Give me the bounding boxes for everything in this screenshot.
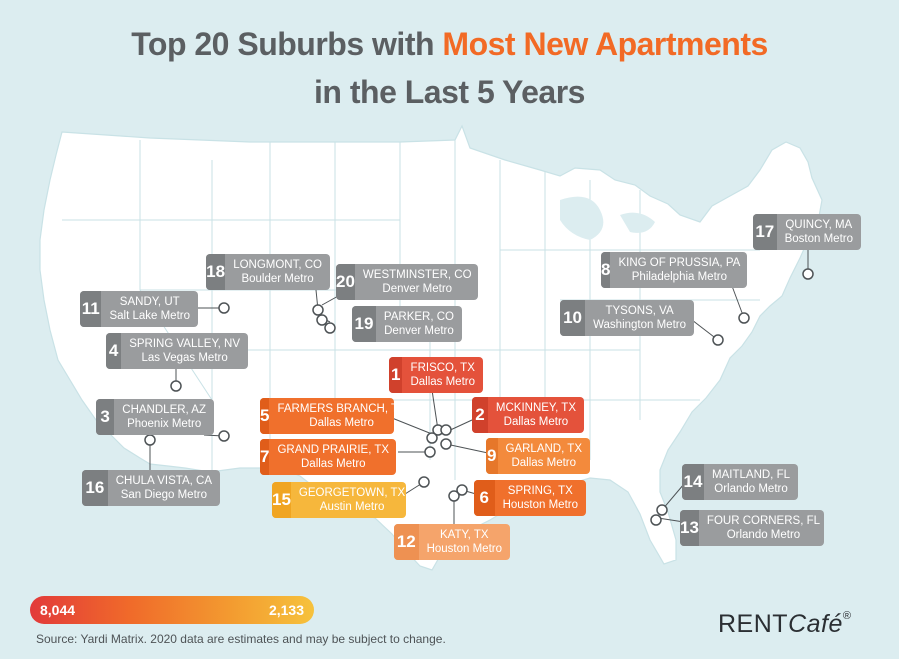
marker-grand-prairie xyxy=(424,446,436,458)
marker-king-of-prussia xyxy=(738,312,750,324)
label-parker: 19 PARKER, CO Denver Metro xyxy=(352,306,462,342)
marker-quincy xyxy=(802,268,814,280)
marker-spring xyxy=(456,484,468,496)
legend-gradient-bar: 8,044 2,133 xyxy=(30,596,314,624)
marker-georgetown xyxy=(418,476,430,488)
label-maitland: 14 MAITLAND, FL Orlando Metro xyxy=(682,464,798,500)
title-line-2: in the Last 5 Years xyxy=(314,74,585,110)
marker-chandler xyxy=(218,430,230,442)
title-prefix: Top 20 Suburbs with xyxy=(131,26,443,62)
marker-maitland xyxy=(656,504,668,516)
label-four-corners: 13 FOUR CORNERS, FL Orlando Metro xyxy=(680,510,824,546)
label-farmers-branch: 5 FARMERS BRANCH, TX Dallas Metro xyxy=(260,398,394,434)
label-katy: 12 KATY, TX Houston Metro xyxy=(394,524,510,560)
label-king-of-prussia: 8 KING OF PRUSSIA, PA Philadelphia Metro xyxy=(601,252,747,288)
label-georgetown: 15 GEORGETOWN, TX Austin Metro xyxy=(272,482,406,518)
marker-longmont xyxy=(312,304,324,316)
marker-spring-valley xyxy=(170,380,182,392)
marker-farmers-branch xyxy=(426,432,438,444)
great-lakes xyxy=(560,196,655,240)
marker-mckinney xyxy=(440,424,452,436)
title-highlight: Most New Apartments xyxy=(442,26,768,62)
legend-max: 8,044 xyxy=(40,602,76,618)
label-frisco: 1 FRISCO, TX Dallas Metro xyxy=(389,357,483,393)
label-quincy: 17 QUINCY, MA Boston Metro xyxy=(753,214,861,250)
label-garland: 9 GARLAND, TX Dallas Metro xyxy=(486,438,590,474)
label-spring: 6 SPRING, TX Houston Metro xyxy=(474,480,586,516)
label-mckinney: 2 MCKINNEY, TX Dallas Metro xyxy=(472,397,584,433)
label-grand-prairie: 7 GRAND PRAIRIE, TX Dallas Metro xyxy=(260,439,396,475)
label-westminster: 20 WESTMINSTER, CO Denver Metro xyxy=(336,264,478,300)
rentcafe-logo: RENTCafé® xyxy=(718,610,852,638)
marker-westminster xyxy=(316,314,328,326)
source-note: Source: Yardi Matrix. 2020 data are esti… xyxy=(36,632,446,646)
marker-garland xyxy=(440,438,452,450)
label-spring-valley: 4 SPRING VALLEY, NV Las Vegas Metro xyxy=(106,333,248,369)
marker-sandy xyxy=(218,302,230,314)
location-markers xyxy=(144,268,814,526)
label-sandy: 11 SANDY, UT Salt Lake Metro xyxy=(80,291,198,327)
legend-min: 2,133 xyxy=(268,602,304,618)
label-chandler: 3 CHANDLER, AZ Phoenix Metro xyxy=(96,399,214,435)
label-longmont: 18 LONGMONT, CO Boulder Metro xyxy=(206,254,330,290)
label-tysons: 10 TYSONS, VA Washington Metro xyxy=(560,300,694,336)
marker-chula-vista xyxy=(144,434,156,446)
label-chula-vista: 16 CHULA VISTA, CA San Diego Metro xyxy=(82,470,220,506)
marker-tysons xyxy=(712,334,724,346)
marker-four-corners xyxy=(650,514,662,526)
us-land xyxy=(39,124,823,571)
title-line-1: Top 20 Suburbs with Most New Apartments xyxy=(0,26,899,63)
marker-katy xyxy=(448,490,460,502)
marker-parker xyxy=(324,322,336,334)
